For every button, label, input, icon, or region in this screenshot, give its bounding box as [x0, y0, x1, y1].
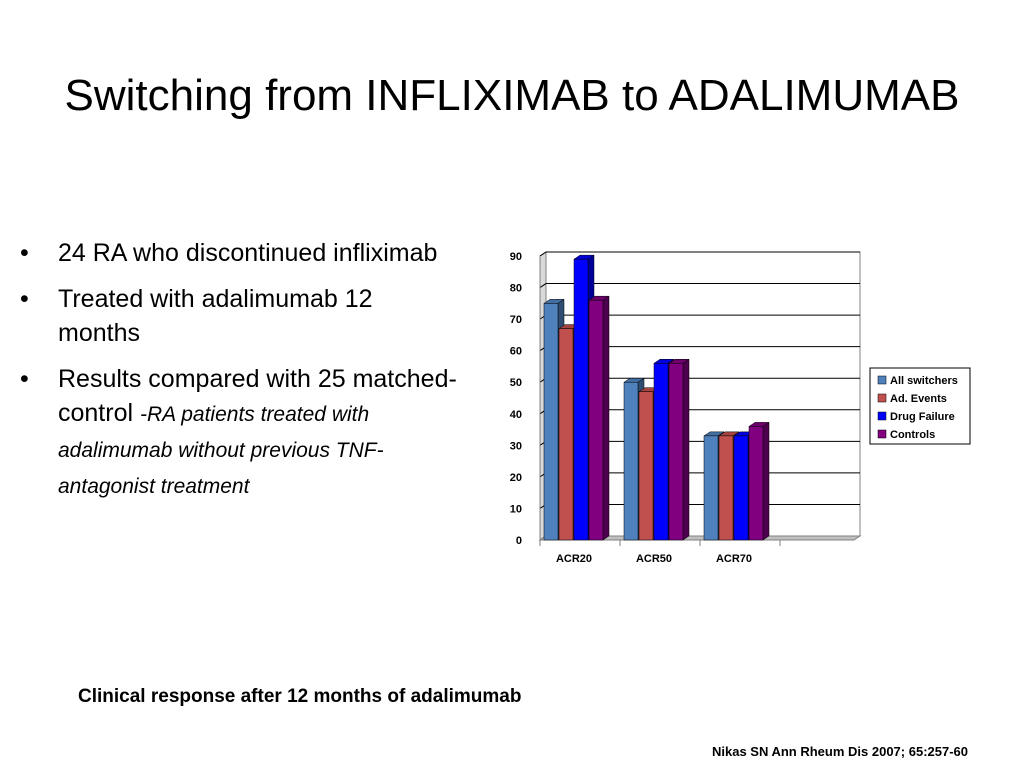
bar [588, 299, 604, 541]
gridline [539, 283, 860, 288]
legend-swatch [877, 375, 887, 385]
legend-label: Controls [890, 429, 935, 441]
chart-caption: Clinical response after 12 months of ada… [78, 686, 522, 707]
bar [733, 435, 749, 541]
bar-side [682, 358, 690, 541]
legend-label: Drug Failure [890, 411, 955, 423]
y-tick-label: 0 [516, 535, 522, 547]
citation: Nikas SN Ann Rheum Dis 2007; 65:257-60 [711, 744, 968, 759]
slide-title: Switching from INFLIXIMAB to ADALIMUMAB [64, 71, 960, 120]
bar-side [602, 295, 610, 541]
bullet-icon: • [20, 239, 29, 267]
y-tick-label: 10 [510, 503, 522, 515]
bullet-note: -RA patients treated with adalimumab wit… [58, 403, 384, 498]
bullet-text: 24 RA who discontinued infliximab [58, 239, 438, 267]
legend-label: Ad. Events [890, 393, 947, 405]
y-tick-label: 20 [510, 472, 522, 484]
y-tick-label: 30 [510, 440, 522, 452]
bar [623, 381, 639, 541]
y-tick-label: 80 [510, 283, 522, 295]
bar [638, 391, 654, 541]
x-tick-label: ACR70 [716, 553, 752, 565]
bar [718, 435, 734, 541]
legend-swatch [877, 429, 887, 439]
y-tick-label: 60 [510, 346, 522, 358]
bullet-item: • 24 RA who discontinued infliximab [20, 236, 460, 270]
bar [558, 328, 574, 541]
bar-side [762, 421, 770, 541]
x-tick-label: ACR20 [556, 553, 592, 565]
bar [748, 426, 764, 541]
bullet-list: • 24 RA who discontinued infliximab • Tr… [20, 236, 460, 516]
legend-label: All switchers [890, 375, 958, 387]
legend-swatch [877, 411, 887, 421]
gridline [539, 251, 860, 257]
y-tick-label: 40 [510, 409, 522, 421]
bar [703, 435, 719, 541]
bullet-icon: • [20, 285, 29, 313]
y-tick-label: 50 [510, 377, 522, 389]
bullet-text: Treated with adalimumab 12 months [58, 285, 373, 347]
bullet-item: • Results compared with 25 matched-contr… [20, 362, 460, 504]
y-tick-label: 70 [510, 314, 522, 326]
bar [653, 363, 669, 541]
legend [869, 367, 971, 445]
bar [573, 258, 589, 541]
x-tick-label: ACR50 [636, 553, 672, 565]
bar [543, 303, 559, 541]
bar-chart: 0 10 20 30 40 50 60 70 80 90 ACR20 ACR50 ACR70 All sw… [510, 251, 971, 565]
bullet-text: Results compared with 25 matched-control [58, 365, 457, 427]
bullet-item: • Treated with adalimumab 12 months [20, 282, 460, 350]
legend-swatch [877, 393, 887, 403]
bar [668, 363, 684, 541]
y-tick-label: 90 [510, 251, 522, 263]
bullet-icon: • [20, 365, 29, 393]
